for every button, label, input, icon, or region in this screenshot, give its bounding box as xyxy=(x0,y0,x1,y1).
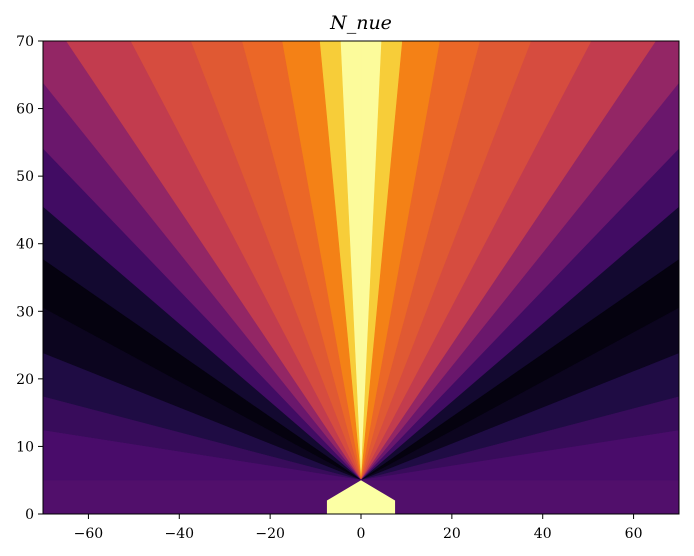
y-tick-label: 60 xyxy=(16,102,34,118)
y-tick-label: 70 xyxy=(16,34,34,50)
y-tick-label: 30 xyxy=(16,304,34,320)
heatmap-wedge-left-7 xyxy=(43,41,362,481)
heatmap-base-right xyxy=(361,480,679,514)
y-tick-label: 40 xyxy=(16,237,34,253)
x-tick-label: 0 xyxy=(357,526,366,542)
x-axis: −60 −40 −20 0 20 40 60 xyxy=(74,514,643,542)
heatmap-wedge-left-8 xyxy=(43,82,362,481)
y-tick-label: 10 xyxy=(16,439,34,455)
heatmap-wedge-left-10 xyxy=(43,206,362,481)
heatmap-wedge-right-9 xyxy=(360,148,679,481)
heatmap-wedge-left-12 xyxy=(43,307,362,481)
y-tick-label: 50 xyxy=(16,169,34,185)
x-tick-label: −60 xyxy=(74,526,104,542)
heatmap-wedge-right-10 xyxy=(360,206,679,481)
y-tick-label: 0 xyxy=(25,507,34,523)
x-tick-label: −40 xyxy=(165,526,195,542)
heatmap-wedge-right-11 xyxy=(360,259,679,481)
x-tick-label: −20 xyxy=(255,526,285,542)
heatmap-wedge-right-15 xyxy=(360,430,679,481)
heatmap-wedge-right-7 xyxy=(360,41,679,481)
x-tick-label: 40 xyxy=(534,526,552,542)
y-axis: 0 10 20 30 40 50 60 70 xyxy=(16,34,43,523)
heatmap-wedge-left-15 xyxy=(43,430,362,481)
x-tick-label: 60 xyxy=(625,526,643,542)
central-region xyxy=(326,480,396,514)
chart-title: N_nue xyxy=(329,12,392,34)
heatmap-wedge-left-9 xyxy=(43,148,362,481)
y-tick-label: 20 xyxy=(16,372,34,388)
heatmap-wedge-left-11 xyxy=(43,259,362,481)
x-tick-label: 20 xyxy=(443,526,461,542)
heatmap-wedge-right-14 xyxy=(360,396,679,481)
heatmap-base-left xyxy=(43,480,361,514)
heatmap-wedge-left-13 xyxy=(43,353,362,481)
heatmap-wedge-right-8 xyxy=(360,82,679,481)
heatmap-wedge-right-12 xyxy=(360,307,679,481)
heatmap-wedge-right-13 xyxy=(360,353,679,481)
heatmap-wedge-left-14 xyxy=(43,396,362,481)
